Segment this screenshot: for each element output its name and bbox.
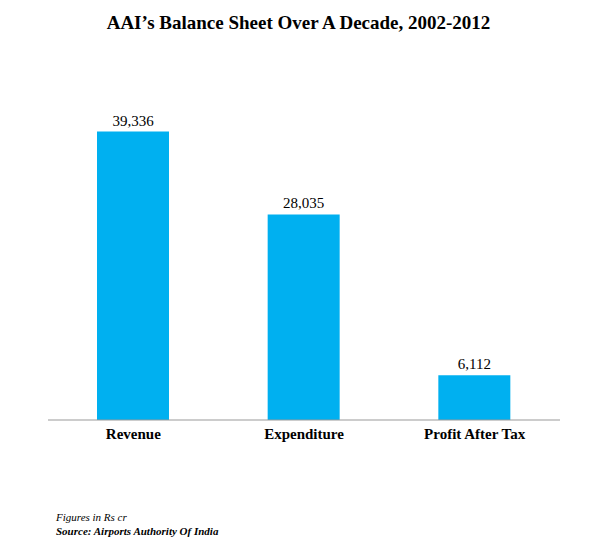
svg-text:Revenue: Revenue bbox=[106, 426, 161, 442]
svg-text:Profit After Tax: Profit After Tax bbox=[424, 426, 526, 442]
svg-text:39,336: 39,336 bbox=[112, 113, 154, 129]
svg-text:6,112: 6,112 bbox=[458, 356, 491, 372]
html-text:Source: Airports Authority Of: Source: Airports Authority Of India bbox=[56, 525, 219, 537]
html-text:AAI’s Balance Sheet Over A Dec: AAI’s Balance Sheet Over A Decade, 2002-… bbox=[106, 12, 491, 33]
svg-text:Expenditure: Expenditure bbox=[264, 426, 344, 442]
svg-text:28,035: 28,035 bbox=[283, 195, 324, 211]
html-text:Figures in Rs cr: Figures in Rs cr bbox=[56, 511, 127, 523]
